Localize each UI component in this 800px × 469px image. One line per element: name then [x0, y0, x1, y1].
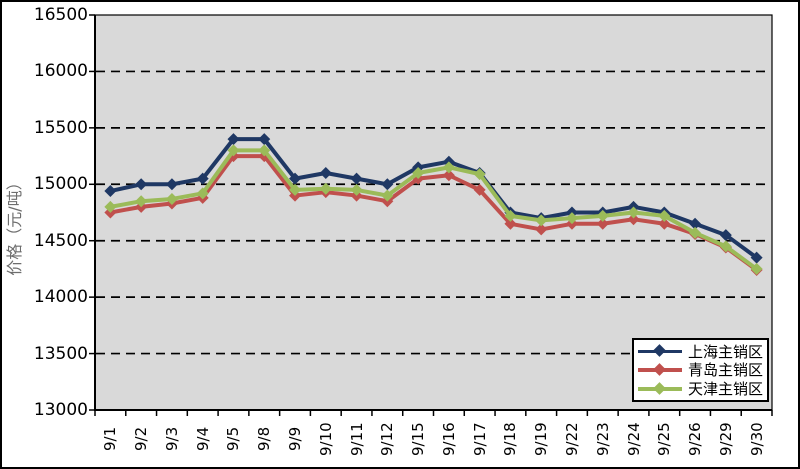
- series-marker-天津主销区: [535, 214, 548, 227]
- y-tick-label: 15000: [33, 174, 88, 195]
- legend-line-marker-icon: [638, 363, 682, 376]
- series-marker-天津主销区: [596, 209, 609, 222]
- series-marker-青岛主销区: [627, 213, 640, 226]
- y-tick-label: 15500: [33, 117, 88, 138]
- x-tick-label: 9/8: [255, 426, 274, 452]
- series-marker-天津主销区: [658, 209, 671, 222]
- x-tick-label: 9/22: [562, 422, 581, 456]
- series-marker-上海主销区: [350, 172, 363, 185]
- series-marker-天津主销区: [412, 167, 425, 179]
- legend-entry: 青岛主销区: [638, 361, 763, 379]
- series-marker-上海主销区: [196, 172, 209, 185]
- series-line-天津主销区: [110, 148, 758, 271]
- x-tick-label: 9/24: [624, 422, 643, 456]
- series-marker-天津主销区: [750, 262, 763, 275]
- series-marker-天津主销区: [689, 226, 702, 239]
- x-tick-label: 9/29: [716, 422, 735, 456]
- y-tick-label: 16000: [33, 61, 88, 82]
- series-marker-上海主销区: [689, 217, 702, 230]
- legend-line-marker-icon: [638, 381, 682, 395]
- series-marker-青岛主销区: [504, 217, 517, 230]
- series-marker-天津主销区: [319, 182, 332, 195]
- series-marker-天津主销区: [381, 189, 394, 202]
- series-line-上海主销区: [109, 137, 758, 260]
- y-tick-label: 13000: [33, 400, 88, 420]
- x-tick-label: 9/19: [532, 422, 551, 456]
- x-tick-label: 9/5: [224, 426, 243, 452]
- legend-label: 上海主销区: [688, 342, 764, 361]
- y-tick-label: 13500: [33, 343, 88, 364]
- series-marker-天津主销区: [165, 192, 178, 205]
- series-marker-上海主销区: [104, 185, 117, 198]
- x-tick-label: 9/16: [439, 422, 458, 456]
- series-marker-上海主销区: [750, 251, 763, 264]
- x-tick-label: 9/12: [378, 422, 397, 456]
- series-marker-天津主销区: [504, 209, 517, 222]
- x-tick-label: 9/10: [316, 422, 335, 456]
- legend: 上海主销区 青岛主销区 天津主销区: [632, 338, 769, 402]
- series-marker-上海主销区: [289, 172, 302, 185]
- series-marker-天津主销区: [227, 144, 240, 157]
- series-line-青岛主销区: [110, 154, 758, 272]
- x-tick-label: 9/2: [132, 426, 151, 452]
- x-tick-label: 9/15: [409, 422, 428, 456]
- series-marker-天津主销区: [719, 240, 732, 253]
- x-tick-label: 9/9: [286, 426, 305, 452]
- series-marker-上海主销区: [227, 133, 240, 146]
- x-tick-label: 9/18: [501, 422, 520, 456]
- series-marker-天津主销区: [627, 206, 640, 219]
- x-tick-label: 9/4: [193, 426, 212, 452]
- series-marker-天津主销区: [565, 212, 578, 225]
- series-marker-天津主销区: [473, 168, 486, 181]
- series-marker-天津主销区: [196, 187, 209, 200]
- series-marker-青岛主销区: [442, 169, 455, 182]
- series-marker-青岛主销区: [596, 217, 609, 230]
- legend-label: 青岛主销区: [688, 361, 764, 380]
- series-marker-青岛主销区: [658, 217, 671, 230]
- series-marker-上海主销区: [719, 229, 732, 242]
- series-marker-天津主销区: [442, 161, 455, 174]
- series-marker-天津主销区: [104, 200, 117, 213]
- series-marker-上海主销区: [258, 133, 271, 146]
- x-tick-label: 9/1: [101, 426, 120, 452]
- series-marker-上海主销区: [381, 178, 394, 191]
- series-marker-天津主销区: [258, 144, 271, 157]
- series-marker-青岛主销区: [535, 223, 548, 236]
- series-marker-天津主销区: [289, 183, 302, 196]
- x-tick-label: 9/23: [593, 422, 612, 456]
- x-tick-label: 9/3: [162, 426, 181, 452]
- legend-entry: 天津主销区: [638, 380, 763, 398]
- series-marker-天津主销区: [135, 195, 148, 208]
- series-marker-上海主销区: [319, 167, 332, 179]
- x-tick-label: 9/11: [347, 422, 366, 456]
- legend-line-marker-icon: [638, 344, 682, 358]
- series-marker-上海主销区: [165, 178, 178, 191]
- y-tick-label: 14500: [33, 230, 88, 251]
- series-marker-青岛主销区: [473, 183, 486, 196]
- y-tick-label: 16500: [33, 5, 88, 25]
- y-tick-label: 14000: [33, 287, 88, 308]
- legend-entry: 上海主销区: [638, 342, 764, 361]
- series-marker-天津主销区: [350, 183, 363, 196]
- series-marker-上海主销区: [135, 178, 148, 191]
- x-tick-label: 9/30: [747, 422, 766, 456]
- legend-label: 天津主销区: [688, 380, 764, 399]
- x-tick-label: 9/25: [655, 422, 674, 456]
- x-tick-label: 9/26: [686, 422, 705, 456]
- x-tick-label: 9/17: [470, 422, 489, 456]
